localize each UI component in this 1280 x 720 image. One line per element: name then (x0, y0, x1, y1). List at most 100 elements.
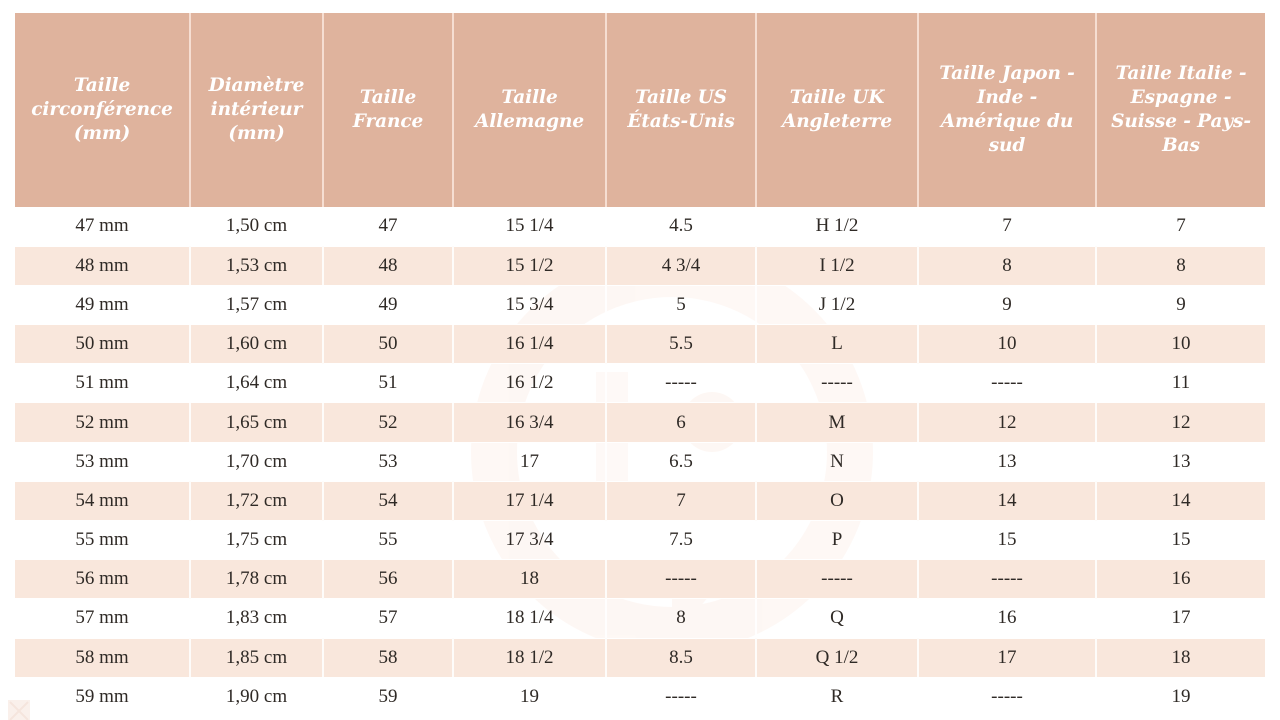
cell-uk: O (755, 480, 919, 522)
table-row: 56 mm 1,78 cm 56 18 ----- ----- ----- 16 (15, 559, 1265, 600)
cell-uk: I 1/2 (755, 245, 919, 286)
cell-italy-spain-switzerland-netherlands: 17 (1095, 598, 1265, 639)
cell-circumference: 48 mm (15, 245, 191, 286)
table-row: 59 mm 1,90 cm 59 19 ----- R ----- 19 (15, 677, 1265, 717)
column-header-france: Taille France (322, 13, 454, 207)
cell-germany: 19 (452, 677, 607, 717)
cell-germany: 16 1/4 (452, 324, 607, 365)
cell-japan-india-southamerica: 17 (917, 637, 1097, 678)
cell-us: 6 (605, 402, 757, 443)
column-header-italy-spain-switzerland-netherlands: Taille Italie - Espagne - Suisse - Pays-… (1095, 13, 1265, 207)
cell-inner-diameter: 1,72 cm (189, 480, 324, 522)
cell-us: ----- (605, 559, 757, 600)
cell-germany: 18 (452, 559, 607, 600)
cell-italy-spain-switzerland-netherlands: 18 (1095, 637, 1265, 678)
cell-uk: H 1/2 (755, 207, 919, 247)
cell-circumference: 57 mm (15, 598, 191, 639)
cell-inner-diameter: 1,70 cm (189, 442, 324, 482)
cell-us: 8 (605, 598, 757, 639)
cell-italy-spain-switzerland-netherlands: 12 (1095, 402, 1265, 443)
cell-uk: ----- (755, 363, 919, 403)
cell-uk: P (755, 520, 919, 560)
cell-inner-diameter: 1,64 cm (189, 363, 324, 403)
ring-size-table-container: Taille circonférence (mm) Diamètre intér… (15, 13, 1265, 717)
cell-inner-diameter: 1,53 cm (189, 245, 324, 286)
cell-germany: 17 1/4 (452, 480, 607, 522)
cell-germany: 17 3/4 (452, 520, 607, 560)
table-header: Taille circonférence (mm) Diamètre intér… (15, 13, 1265, 207)
cell-us: 7 (605, 480, 757, 522)
cell-italy-spain-switzerland-netherlands: 16 (1095, 559, 1265, 600)
cell-germany: 18 1/2 (452, 637, 607, 678)
table-row: 54 mm 1,72 cm 54 17 1/4 7 O 14 14 (15, 480, 1265, 522)
cell-us: 4.5 (605, 207, 757, 247)
cell-japan-india-southamerica: ----- (917, 677, 1097, 717)
cell-japan-india-southamerica: 14 (917, 480, 1097, 522)
cell-japan-india-southamerica: 7 (917, 207, 1097, 247)
table-row: 52 mm 1,65 cm 52 16 3/4 6 M 12 12 (15, 402, 1265, 443)
cell-italy-spain-switzerland-netherlands: 10 (1095, 324, 1265, 365)
cell-us: 8.5 (605, 637, 757, 678)
table-row: 51 mm 1,64 cm 51 16 1/2 ----- ----- ----- 11 (15, 363, 1265, 403)
cell-france: 55 (322, 520, 454, 560)
cell-japan-india-southamerica: 9 (917, 285, 1097, 325)
cell-circumference: 53 mm (15, 442, 191, 482)
column-header-germany: Taille Allemagne (452, 13, 607, 207)
cell-france: 57 (322, 598, 454, 639)
cell-germany: 15 1/4 (452, 207, 607, 247)
cell-france: 50 (322, 324, 454, 365)
cell-france: 51 (322, 363, 454, 403)
cell-inner-diameter: 1,75 cm (189, 520, 324, 560)
cell-uk: L (755, 324, 919, 365)
cell-inner-diameter: 1,57 cm (189, 285, 324, 325)
cell-us: ----- (605, 363, 757, 403)
cell-france: 53 (322, 442, 454, 482)
cell-circumference: 56 mm (15, 559, 191, 600)
cell-us: 5.5 (605, 324, 757, 365)
cell-japan-india-southamerica: 13 (917, 442, 1097, 482)
cell-italy-spain-switzerland-netherlands: 19 (1095, 677, 1265, 717)
cell-germany: 15 1/2 (452, 245, 607, 286)
ring-size-conversion-table: Taille circonférence (mm) Diamètre intér… (15, 13, 1265, 717)
cell-france: 56 (322, 559, 454, 600)
cell-germany: 16 3/4 (452, 402, 607, 443)
cell-japan-india-southamerica: 15 (917, 520, 1097, 560)
cell-uk: R (755, 677, 919, 717)
cell-germany: 15 3/4 (452, 285, 607, 325)
cell-germany: 18 1/4 (452, 598, 607, 639)
cell-france: 58 (322, 637, 454, 678)
cell-circumference: 58 mm (15, 637, 191, 678)
header-row: Taille circonférence (mm) Diamètre intér… (15, 13, 1265, 207)
cell-japan-india-southamerica: 10 (917, 324, 1097, 365)
column-header-inner-diameter: Diamètre intérieur (mm) (189, 13, 324, 207)
cell-us: 4 3/4 (605, 245, 757, 286)
cell-france: 47 (322, 207, 454, 247)
cell-circumference: 49 mm (15, 285, 191, 325)
cell-japan-india-southamerica: ----- (917, 559, 1097, 600)
cell-italy-spain-switzerland-netherlands: 7 (1095, 207, 1265, 247)
cell-uk: Q 1/2 (755, 637, 919, 678)
cell-circumference: 52 mm (15, 402, 191, 443)
column-header-circumference: Taille circonférence (mm) (15, 13, 191, 207)
cell-france: 59 (322, 677, 454, 717)
cell-inner-diameter: 1,60 cm (189, 324, 324, 365)
cell-italy-spain-switzerland-netherlands: 13 (1095, 442, 1265, 482)
table-row: 49 mm 1,57 cm 49 15 3/4 5 J 1/2 9 9 (15, 285, 1265, 325)
table-row: 57 mm 1,83 cm 57 18 1/4 8 Q 16 17 (15, 598, 1265, 639)
cell-inner-diameter: 1,65 cm (189, 402, 324, 443)
table-body: 47 mm 1,50 cm 47 15 1/4 4.5 H 1/2 7 7 48 mm 1,53 … (15, 207, 1265, 717)
cell-inner-diameter: 1,90 cm (189, 677, 324, 717)
column-header-japan-india-southamerica: Taille Japon - Inde - Amérique du sud (917, 13, 1097, 207)
cell-us: 5 (605, 285, 757, 325)
cell-uk: ----- (755, 559, 919, 600)
cell-germany: 17 (452, 442, 607, 482)
cell-circumference: 50 mm (15, 324, 191, 365)
cell-france: 52 (322, 402, 454, 443)
cell-france: 48 (322, 245, 454, 286)
cell-italy-spain-switzerland-netherlands: 14 (1095, 480, 1265, 522)
table-row: 50 mm 1,60 cm 50 16 1/4 5.5 L 10 10 (15, 324, 1265, 365)
cell-uk: M (755, 402, 919, 443)
cell-inner-diameter: 1,78 cm (189, 559, 324, 600)
table-row: 58 mm 1,85 cm 58 18 1/2 8.5 Q 1/2 17 18 (15, 637, 1265, 678)
column-header-uk: Taille UK Angleterre (755, 13, 919, 207)
